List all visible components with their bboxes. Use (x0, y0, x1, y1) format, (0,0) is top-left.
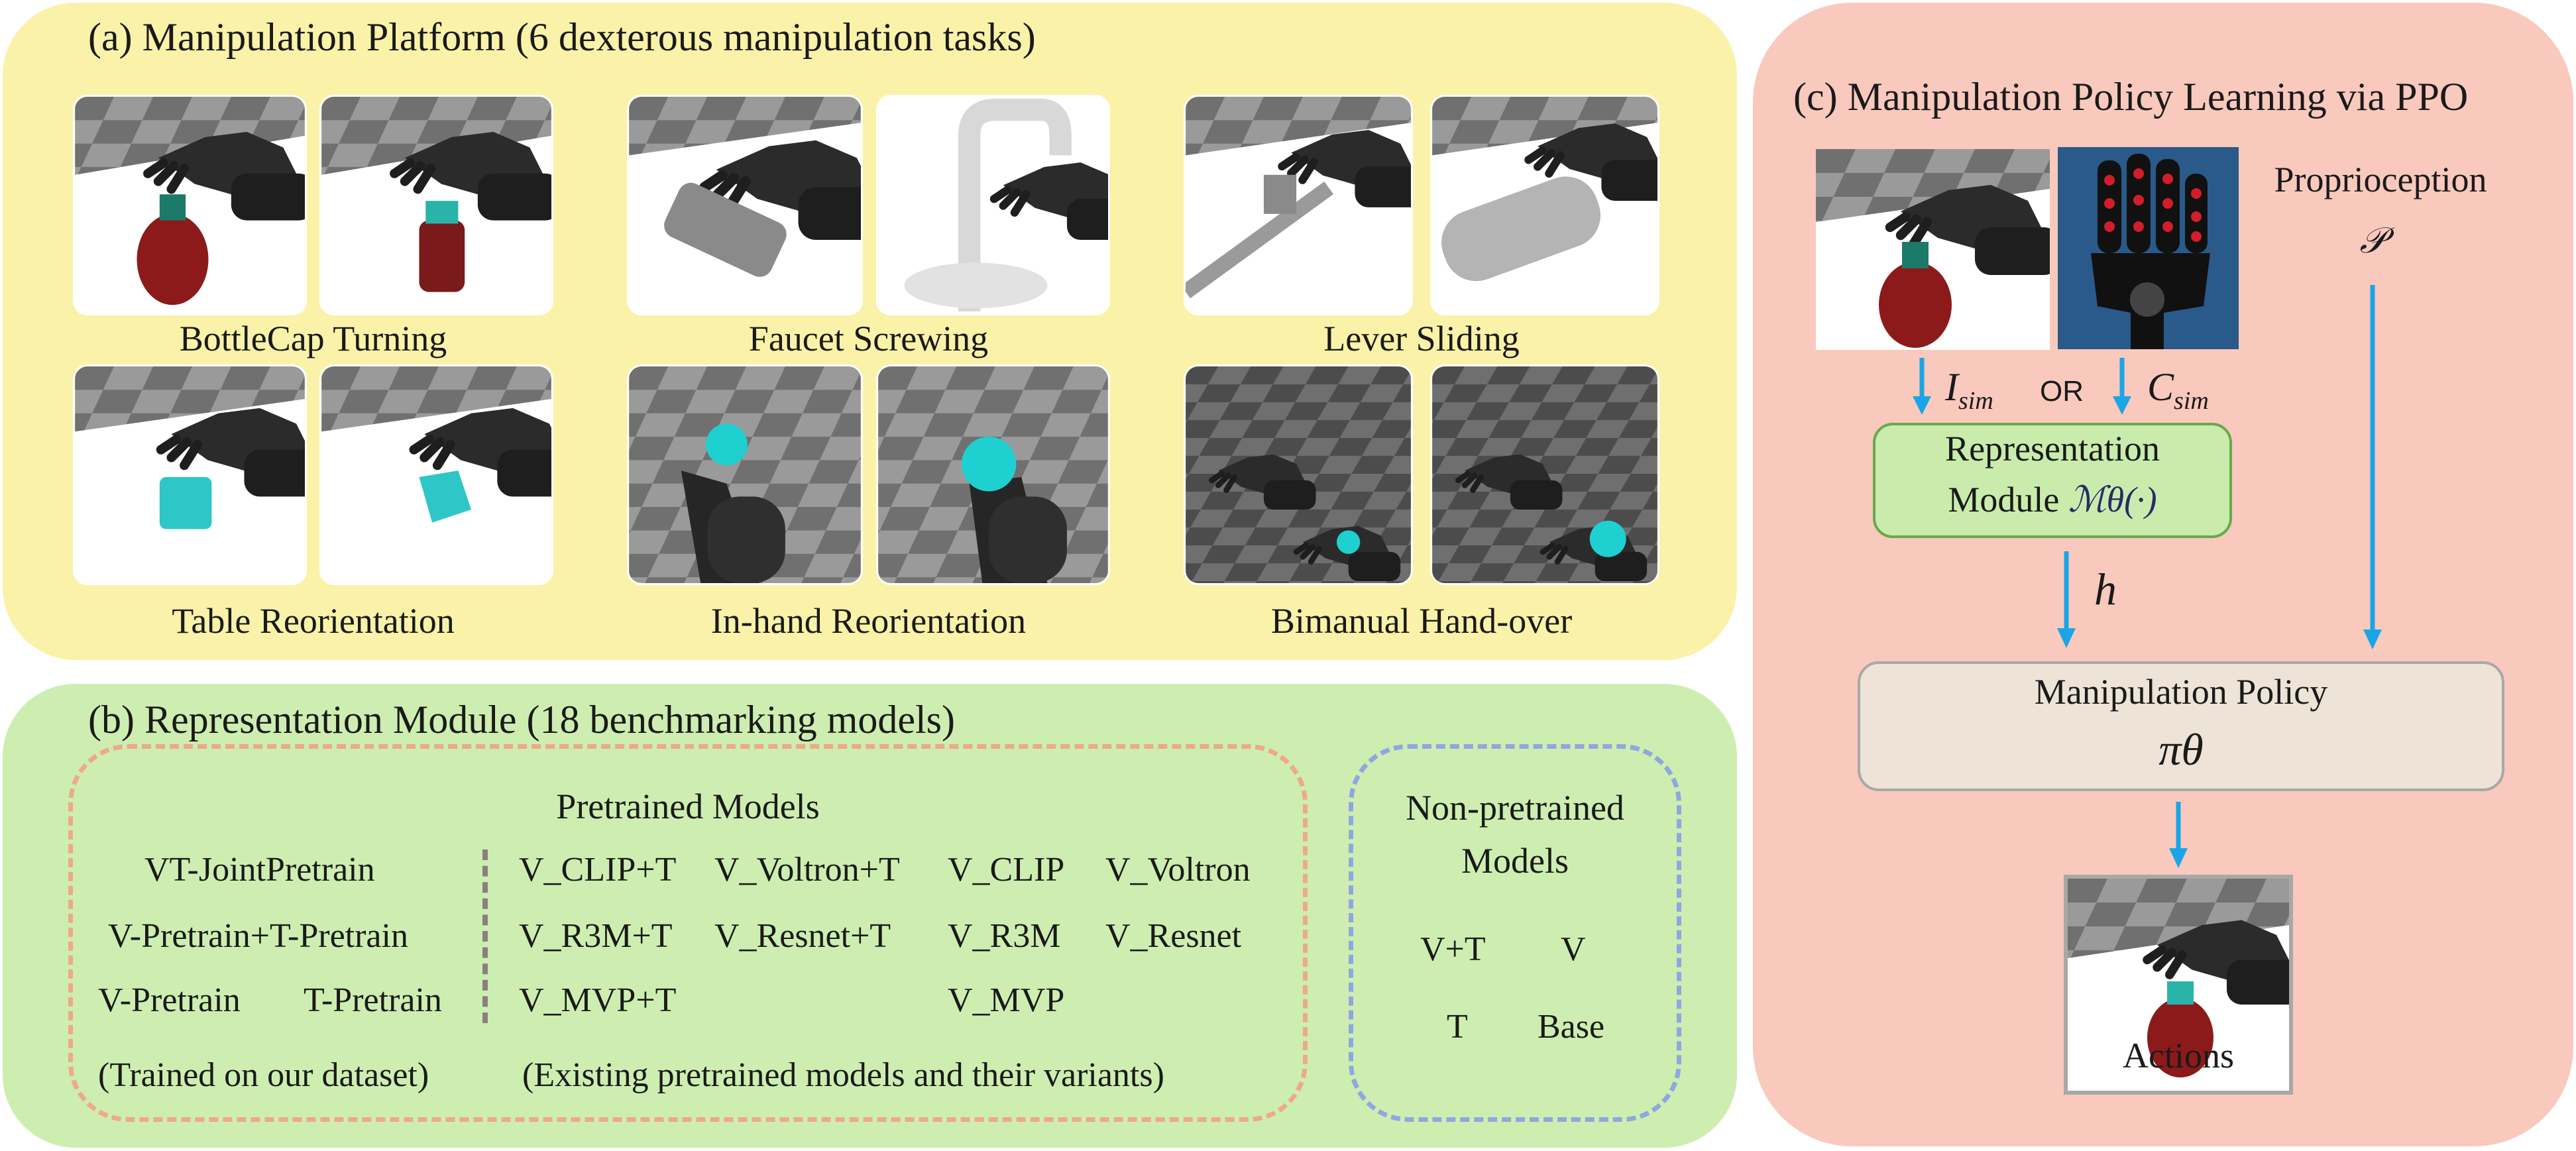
pretrained-models-heading: Pretrained Models (556, 787, 820, 826)
in-hand-reorientation-image-1 (627, 364, 863, 585)
model-v-resnet: V_Resnet (1105, 917, 1242, 955)
model-base: Base (1538, 1008, 1605, 1046)
in-hand-reorientation-image-2 (876, 364, 1110, 585)
group-divider (482, 850, 488, 1023)
lever-sliding-image-2 (1430, 95, 1659, 315)
policy-to-actions-arrow (2169, 802, 2188, 868)
model-v-t: V+T (1420, 930, 1486, 968)
contact-input-symbol: Csim (2147, 365, 2209, 415)
task-label-in-hand-reorientation: In-hand Reorientation (710, 601, 1027, 641)
task-label-table-reorientation: Table Reorientation (172, 601, 455, 641)
non-pretrained-heading-line1: Non-pretrained (1406, 788, 1624, 828)
model-v-voltron-t: V_Voltron+T (714, 851, 900, 889)
model-v-voltron: V_Voltron (1105, 851, 1251, 889)
model-v: V (1561, 930, 1586, 968)
model-v-r3m: V_R3M (948, 917, 1061, 955)
visual-input-image (1816, 149, 2050, 350)
representation-module-box (1873, 423, 2232, 538)
panel-b-title: (b) Representation Module (18 benchmarki… (88, 698, 955, 741)
or-text: OR (2040, 375, 2084, 408)
tactile-input-image (2058, 147, 2239, 349)
model-vt-jointpretrain: VT-JointPretrain (144, 851, 375, 889)
contact-input-arrow (2113, 358, 2131, 415)
model-t: T (1447, 1008, 1468, 1046)
proprioception-symbol: 𝒫 (2359, 221, 2386, 260)
model-v-mvp: V_MVP (948, 981, 1065, 1019)
task-label-faucet-screwing: Faucet Screwing (748, 319, 989, 358)
table-reorientation-image-1 (73, 364, 307, 585)
non-pretrained-heading-line2: Models (1461, 841, 1569, 881)
model-v-mvp-t: V_MVP+T (519, 981, 677, 1019)
faucet-screwing-image-1 (627, 95, 863, 315)
policy-label: Manipulation Policy (2034, 672, 2328, 712)
model-v-clip-t: V_CLIP+T (519, 851, 677, 889)
model-v-resnet-t: V_Resnet+T (714, 917, 891, 955)
model-v-r3m-t: V_R3M+T (519, 917, 673, 955)
existing-caption: (Existing pretrained models and their va… (522, 1056, 1164, 1094)
actions-label: Actions (2123, 1036, 2234, 1075)
table-reorientation-image-2 (319, 364, 553, 585)
manipulation-policy-box (1858, 661, 2504, 791)
image-input-symbol: Isim (1945, 365, 1993, 415)
image-input-arrow (1913, 358, 1931, 415)
panel-c-title: (c) Manipulation Policy Learning via PPO (1793, 75, 2469, 119)
proprioception-arrow (2363, 285, 2382, 649)
task-label-lever-sliding: Lever Sliding (1323, 319, 1520, 358)
proprioception-label: Proprioception (2274, 160, 2487, 199)
actions-image (2064, 875, 2293, 1095)
bimanual-hand-over-image-1 (1184, 364, 1413, 585)
model-t-pretrain: T-Pretrain (304, 981, 442, 1019)
panel-b-representation-module (3, 684, 1737, 1148)
panel-a-title: (a) Manipulation Platform (6 dexterous m… (88, 15, 1036, 59)
rep-module-line1: Representation (1945, 429, 2160, 468)
bottlecap-turning-image-2 (319, 95, 553, 315)
hidden-symbol: h (2094, 564, 2117, 614)
faucet-screwing-image-2 (876, 95, 1110, 315)
model-v-pretrain: V-Pretrain (98, 981, 241, 1019)
task-label-bimanual-hand-over: Bimanual Hand-over (1270, 601, 1573, 641)
model-v-clip: V_CLIP (948, 851, 1065, 889)
ours-caption: (Trained on our dataset) (98, 1056, 429, 1094)
lever-sliding-image-1 (1184, 95, 1413, 315)
non-pretrained-models-group (1349, 744, 1681, 1122)
policy-symbol: πθ (2158, 724, 2204, 775)
bimanual-hand-over-image-2 (1430, 364, 1659, 585)
rep-module-line2: Module ℳθ(·) (1948, 480, 2157, 520)
pretrained-models-group (68, 744, 1308, 1122)
task-label-bottlecap-turning: BottleCap Turning (179, 319, 447, 358)
bottlecap-turning-image-1 (73, 95, 307, 315)
model-v-pretrain-t-pretrain: V-Pretrain+T-Pretrain (108, 917, 408, 955)
representation-to-policy-arrow (2057, 551, 2076, 648)
